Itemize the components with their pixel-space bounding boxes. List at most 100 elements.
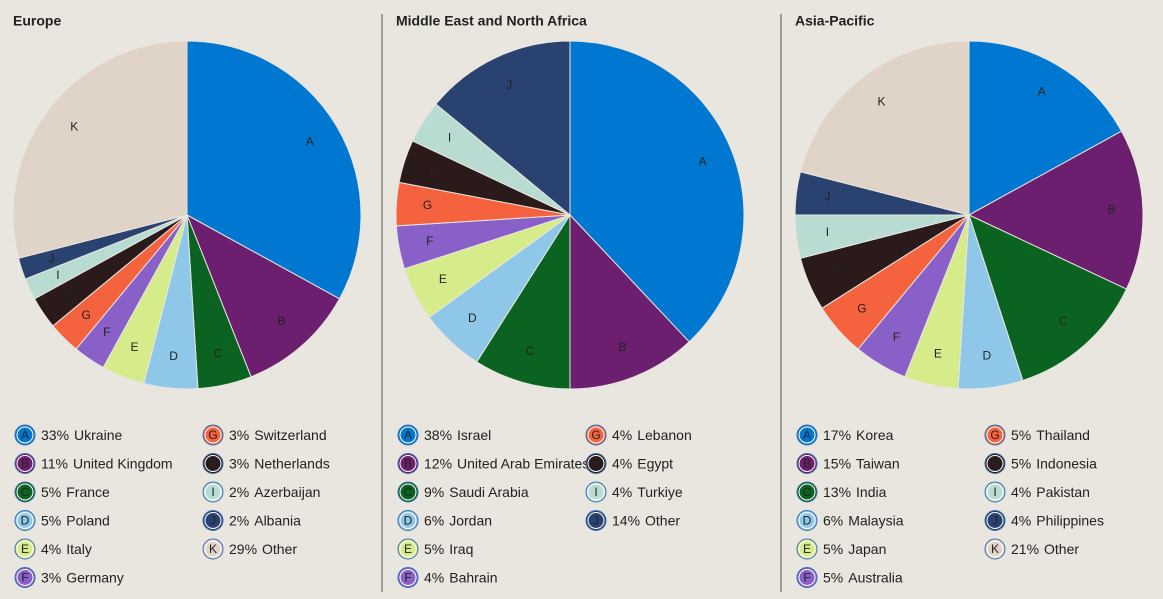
legend-value: 11%	[41, 455, 68, 471]
legend-ring	[399, 483, 417, 501]
legend-letter: F	[21, 571, 28, 585]
legend-letter: C	[803, 485, 812, 499]
legend-letter: A	[404, 428, 412, 442]
slice-label: B	[619, 340, 627, 354]
slice-label: D	[169, 349, 178, 363]
legend-letter: K	[209, 542, 217, 556]
legend-letter: G	[990, 428, 999, 442]
legend-ring	[798, 455, 816, 472]
legend-name: Philippines	[1036, 512, 1104, 528]
legend-entry: 5% France	[41, 484, 110, 500]
legend-entry: 38% Israel	[424, 427, 491, 443]
legend-entry: 12% United Arab Emirates	[424, 455, 589, 471]
legend-ring	[399, 569, 417, 586]
legend-ring	[798, 483, 816, 501]
legend-name: Albania	[254, 512, 301, 528]
legend-swatch	[984, 481, 1006, 503]
legend-name: Poland	[66, 512, 110, 528]
legend-swatch	[14, 538, 36, 560]
legend-letter: B	[404, 457, 412, 471]
legend-entry: 4% Turkiye	[612, 484, 683, 500]
legend-swatch	[14, 424, 36, 446]
legend-swatch	[796, 481, 818, 503]
legend-ring	[399, 455, 417, 472]
slice-label: E	[439, 272, 447, 286]
legend-name: Turkiye	[637, 484, 683, 500]
legend-name: Lebanon	[637, 427, 692, 443]
legend-name: Switzerland	[254, 427, 326, 443]
legend-name: Indonesia	[1036, 455, 1097, 471]
pie-slice	[12, 40, 188, 259]
legend-swatch	[984, 510, 1006, 531]
slice-label: G	[81, 308, 90, 322]
legend-ring	[587, 483, 605, 501]
legend-ring	[204, 483, 222, 501]
legend-ring	[16, 426, 34, 444]
legend-swatch	[397, 567, 419, 588]
legend-entry: 6% Jordan	[424, 512, 492, 528]
legend-name: Pakistan	[1036, 484, 1090, 500]
legend-name: Other	[1044, 541, 1079, 557]
legend-ring	[399, 512, 417, 529]
legend-swatch	[585, 424, 607, 446]
legend-entry: 13% India	[823, 484, 887, 500]
legend-name: Other	[262, 541, 297, 557]
legend-letter: E	[803, 542, 811, 556]
legend-value: 17%	[823, 427, 851, 443]
legend-entry: 33% Ukraine	[41, 427, 122, 443]
legend-letter: J	[593, 514, 599, 528]
legend-entry: 11% United Kingdom	[41, 455, 173, 471]
legend-ring	[16, 512, 34, 529]
legend-value: 14%	[612, 512, 640, 528]
legend-value: 4%	[612, 484, 632, 500]
slice-label: D	[468, 311, 477, 325]
legend-letter: H	[991, 457, 1000, 471]
legend-swatch	[14, 481, 36, 503]
legend-name: France	[66, 484, 110, 500]
legend-name: Iraq	[449, 541, 473, 557]
legend-swatch	[14, 567, 36, 588]
legend-entry: 15% Taiwan	[823, 455, 900, 471]
legend-letter: D	[404, 514, 413, 528]
chart-title: Middle East and North Africa	[396, 13, 587, 29]
slice-label: E	[130, 340, 138, 354]
legend-value: 6%	[424, 512, 444, 528]
slice-label: J	[48, 251, 54, 265]
legend-ring	[16, 455, 34, 472]
legend-entry: 4% Philippines	[1011, 512, 1104, 528]
legend-value: 3%	[229, 427, 249, 443]
legend-name: Egypt	[637, 455, 673, 471]
legend-name: United Kingdom	[73, 455, 173, 471]
slice-label: A	[1038, 84, 1046, 98]
slice-label: I	[448, 131, 451, 145]
legend-ring	[204, 426, 222, 444]
legend-ring	[16, 483, 34, 501]
slice-label: A	[306, 135, 314, 149]
legend-value: 4%	[424, 569, 444, 585]
legend-value: 33%	[41, 427, 69, 443]
legend-letter: D	[21, 514, 30, 528]
legend-entry: 4% Italy	[41, 541, 92, 557]
legend-swatch	[202, 453, 224, 474]
legend-name: Thailand	[1036, 427, 1090, 443]
legend-entry: 2% Azerbaijan	[229, 484, 320, 500]
legend-ring	[587, 455, 605, 472]
legend-value: 2%	[229, 512, 249, 528]
slice-label: F	[893, 330, 900, 344]
slice-label: H	[430, 163, 439, 177]
slice-label: J	[824, 189, 830, 203]
legend-letter: C	[21, 485, 30, 499]
legend-ring	[204, 540, 222, 558]
legend-ring	[16, 540, 34, 558]
pie-slice	[476, 213, 571, 390]
legend-value: 5%	[823, 541, 843, 557]
pie-slice	[968, 40, 1123, 216]
legend-swatch	[984, 538, 1006, 560]
legend-letter: J	[992, 514, 998, 528]
legend-name: Israel	[457, 427, 491, 443]
legend-ring	[986, 426, 1004, 444]
slice-label: C	[214, 346, 223, 360]
legend-entry: 6% Malaysia	[823, 512, 904, 528]
legend-entry: 21% Other	[1011, 541, 1079, 557]
